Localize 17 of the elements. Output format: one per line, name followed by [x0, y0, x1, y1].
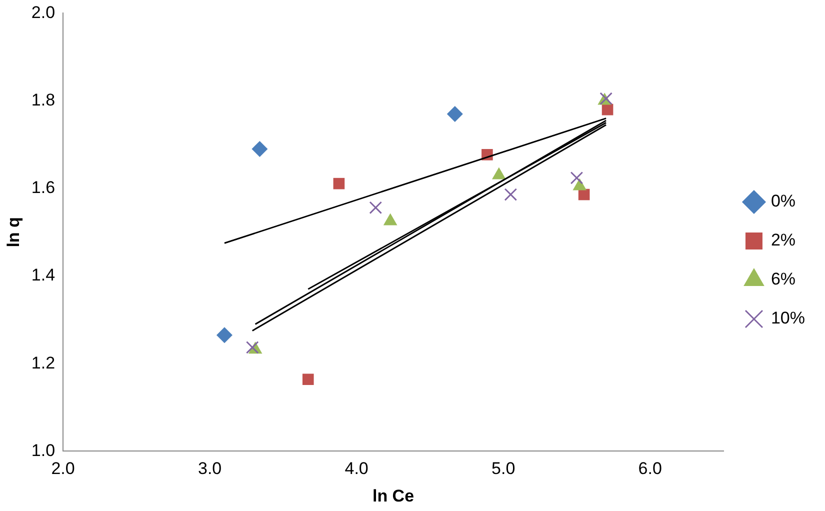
- legend-label: 6%: [770, 270, 796, 289]
- x-tick-label: 4.0: [344, 459, 368, 478]
- y-tick-label: 2.0: [31, 2, 56, 22]
- legend-label: 2%: [770, 230, 796, 250]
- y-tick-label: 1.8: [31, 90, 56, 110]
- x-tick-label: 5.0: [492, 459, 516, 478]
- y-tick-label: 1.0: [31, 440, 56, 460]
- y-axis-title: ln q: [4, 217, 23, 248]
- x-tick-label: 3.0: [198, 459, 222, 478]
- legend-label: 10%: [770, 308, 806, 328]
- y-tick-label: 1.6: [31, 178, 56, 198]
- x-axis-title: ln Ce: [372, 486, 414, 506]
- y-tick-label: 1.4: [31, 266, 56, 285]
- legend-label: 0%: [770, 192, 796, 211]
- y-tick-label: 1.2: [31, 353, 56, 372]
- x-tick-label: 6.0: [638, 459, 662, 478]
- x-tick-label: 2.0: [51, 459, 75, 478]
